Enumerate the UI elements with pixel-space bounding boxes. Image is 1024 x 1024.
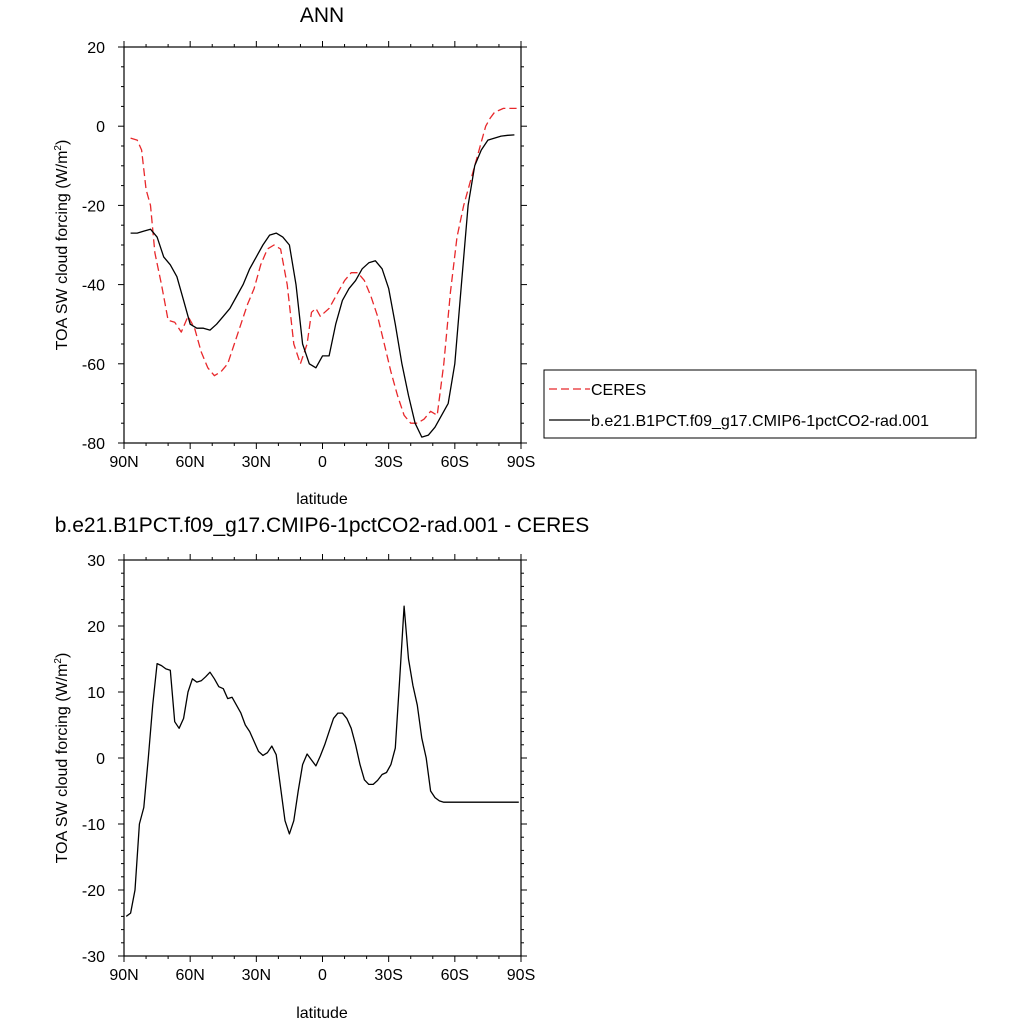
x-tick-label: 30N bbox=[242, 454, 271, 471]
y-tick-label: -20 bbox=[82, 198, 105, 215]
y-tick-label: -20 bbox=[82, 883, 105, 900]
y-tick-label: 10 bbox=[87, 685, 105, 702]
x-tick-label: 0 bbox=[318, 454, 327, 471]
bottom-chart-ylabel-close: ) bbox=[54, 653, 71, 658]
legend-label-model: b.e21.B1PCT.f09_g17.CMIP6-1pctCO2-rad.00… bbox=[591, 413, 929, 430]
bottom-chart-ylabel-sup: 2 bbox=[53, 658, 64, 664]
y-tick-label: -60 bbox=[82, 357, 105, 374]
x-tick-label: 90N bbox=[109, 454, 138, 471]
top-chart-panel: ANN 90N 60N 30N 0 30S 60S 90S -80 -60 -40 -20 0 20 l… bbox=[53, 4, 977, 508]
top-chart-axes: 90N 60N 30N 0 30S 60S 90S -80 -60 -40 -20 0 20 bbox=[82, 40, 535, 471]
bottom-chart-panel: b.e21.B1PCT.f09_g17.CMIP6-1pctCO2-rad.00… bbox=[53, 514, 589, 1022]
bottom-chart-plot-area bbox=[123, 559, 522, 957]
y-tick-label: 0 bbox=[96, 119, 105, 136]
top-chart-ylabel-close: ) bbox=[54, 140, 71, 145]
top-chart-legend: CERES b.e21.B1PCT.f09_g17.CMIP6-1pctCO2-… bbox=[543, 369, 977, 439]
bottom-chart-lines bbox=[125, 605, 519, 917]
x-tick-label: 60S bbox=[441, 454, 469, 471]
x-tick-label: 90S bbox=[507, 967, 535, 984]
bottom-chart-axes: 90N 60N 30N 0 30S 60S 90S -30 -20 -10 0 10 20 30 bbox=[82, 553, 535, 984]
top-chart-xlabel: latitude bbox=[296, 491, 348, 508]
series-line-0 bbox=[125, 605, 519, 917]
y-tick-label: -10 bbox=[82, 817, 105, 834]
bottom-chart-ylabel: TOA SW cloud forcing (W/m2) bbox=[53, 653, 71, 864]
x-tick-label: 60S bbox=[441, 967, 469, 984]
top-chart-ylabel-main: TOA SW cloud forcing (W/m bbox=[54, 151, 71, 351]
bottom-chart-xlabel: latitude bbox=[296, 1005, 348, 1022]
top-chart-ylabel: TOA SW cloud forcing (W/m2) bbox=[53, 140, 71, 351]
y-tick-label: 30 bbox=[87, 553, 105, 570]
bottom-chart-ylabel-main: TOA SW cloud forcing (W/m bbox=[54, 664, 71, 864]
x-tick-label: 90N bbox=[109, 967, 138, 984]
x-tick-label: 30N bbox=[242, 967, 271, 984]
x-tick-label: 60N bbox=[175, 454, 204, 471]
legend-label-ceres: CERES bbox=[591, 382, 646, 399]
y-tick-label: 20 bbox=[87, 619, 105, 636]
y-tick-label: -40 bbox=[82, 278, 105, 295]
y-tick-label: 20 bbox=[87, 40, 105, 57]
y-tick-label: 0 bbox=[96, 751, 105, 768]
x-tick-label: 30S bbox=[374, 967, 402, 984]
y-tick-label: -30 bbox=[82, 949, 105, 966]
top-chart-plot-area bbox=[123, 46, 522, 444]
bottom-chart-title: b.e21.B1PCT.f09_g17.CMIP6-1pctCO2-rad.00… bbox=[55, 514, 590, 537]
legend-box bbox=[543, 369, 977, 439]
x-tick-label: 60N bbox=[175, 967, 204, 984]
top-chart-title: ANN bbox=[300, 4, 344, 27]
x-tick-label: 0 bbox=[318, 967, 327, 984]
series-line-0 bbox=[130, 107, 517, 424]
series-line-1 bbox=[130, 134, 515, 438]
top-chart-lines bbox=[130, 107, 517, 438]
x-tick-label: 30S bbox=[374, 454, 402, 471]
x-tick-label: 90S bbox=[507, 454, 535, 471]
y-tick-label: -80 bbox=[82, 436, 105, 453]
top-chart-ylabel-sup: 2 bbox=[53, 145, 64, 151]
